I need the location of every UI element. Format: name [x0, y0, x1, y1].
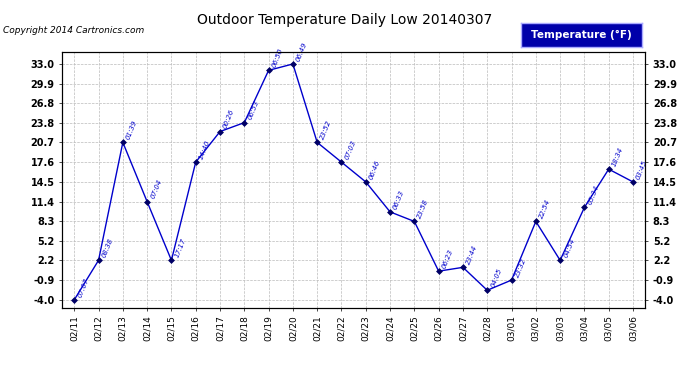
- Text: 17:17: 17:17: [174, 237, 187, 258]
- Text: 23:44: 23:44: [465, 244, 479, 266]
- Text: 06:49: 06:49: [295, 41, 308, 62]
- Text: 01:39: 01:39: [126, 119, 139, 141]
- Text: 04:54: 04:54: [562, 237, 575, 258]
- Text: Outdoor Temperature Daily Low 20140307: Outdoor Temperature Daily Low 20140307: [197, 13, 493, 27]
- Text: Temperature (°F): Temperature (°F): [531, 30, 632, 40]
- Text: Copyright 2014 Cartronics.com: Copyright 2014 Cartronics.com: [3, 26, 145, 35]
- Text: 05:34: 05:34: [586, 184, 600, 206]
- Text: 23:32: 23:32: [514, 257, 527, 278]
- Text: 06:53: 06:53: [247, 100, 260, 121]
- Text: 00:26: 00:26: [222, 108, 235, 130]
- Text: 03:45: 03:45: [635, 159, 649, 180]
- Text: 06:50: 06:50: [271, 47, 284, 68]
- Text: 07:04: 07:04: [150, 178, 163, 200]
- Text: 06:23: 06:23: [441, 248, 454, 269]
- Text: 14:40: 14:40: [198, 139, 211, 160]
- Text: 22:54: 22:54: [538, 198, 551, 219]
- Text: 08:38: 08:38: [101, 237, 114, 258]
- Text: 06:46: 06:46: [368, 159, 382, 180]
- Text: 04:05: 04:05: [490, 267, 503, 288]
- Text: 07:03: 07:03: [344, 139, 357, 160]
- Text: 06:33: 06:33: [393, 189, 406, 210]
- Text: 23:58: 23:58: [417, 198, 430, 219]
- Text: 23:52: 23:52: [319, 119, 333, 141]
- Text: 07:07: 07:07: [77, 277, 90, 298]
- Text: 18:34: 18:34: [611, 146, 624, 167]
